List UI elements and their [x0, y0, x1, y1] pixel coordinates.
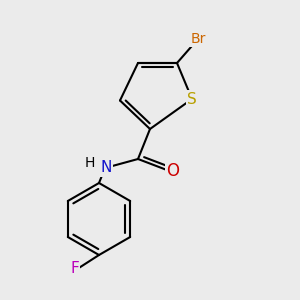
Text: N: N — [100, 160, 112, 175]
Text: H: H — [84, 156, 94, 170]
Text: F: F — [70, 261, 79, 276]
Text: O: O — [167, 162, 180, 180]
Text: S: S — [187, 92, 197, 106]
Text: Br: Br — [190, 32, 206, 46]
